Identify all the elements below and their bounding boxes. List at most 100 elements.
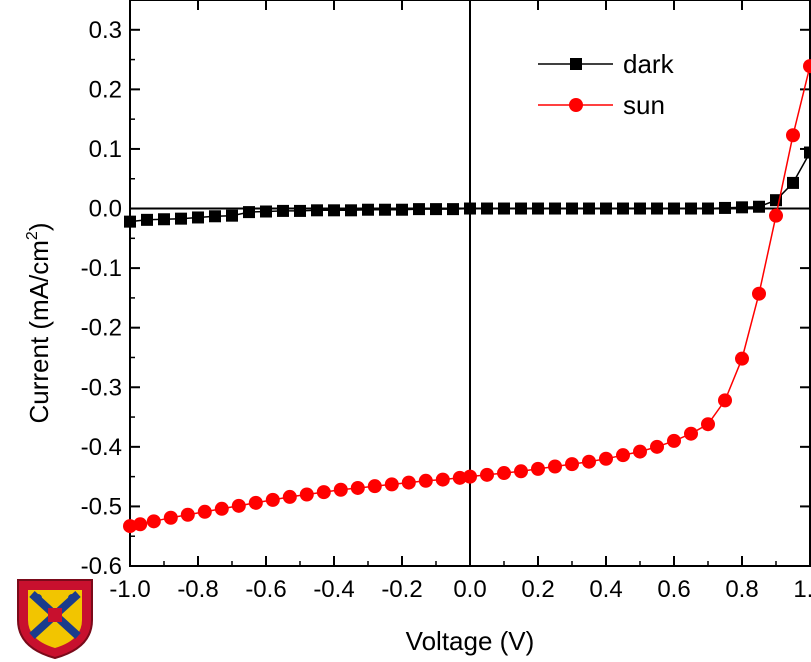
data-point-dark [719, 201, 731, 214]
x-tick-label: -0.2 [381, 576, 422, 603]
data-point-dark [532, 202, 544, 215]
data-point-dark [175, 212, 187, 225]
data-point-sun [163, 510, 178, 525]
data-point-dark [464, 202, 476, 215]
data-point-dark [583, 202, 595, 215]
y-tick-label: 0.0 [89, 196, 122, 223]
data-point-dark [379, 203, 391, 216]
data-point-sun [497, 466, 511, 481]
data-point-sun [684, 426, 698, 441]
data-point-sun [350, 480, 365, 495]
data-point-dark [413, 203, 425, 216]
y-tick-label: -0.4 [81, 434, 122, 461]
data-point-sun [769, 208, 783, 223]
data-point-sun [418, 473, 433, 488]
data-point-dark [634, 202, 646, 215]
data-point-sun [248, 495, 263, 510]
data-point-sun [480, 467, 494, 482]
data-point-dark [736, 201, 748, 214]
data-point-dark [328, 204, 340, 217]
y-tick-label: -0.5 [81, 493, 122, 520]
data-point-sun [367, 479, 382, 494]
data-point-dark [141, 213, 153, 226]
data-point-dark [192, 211, 204, 224]
x-tick-label: 0.8 [725, 576, 758, 603]
data-point-sun [803, 59, 811, 74]
x-tick-label: -0.4 [313, 576, 354, 603]
data-point-sun [333, 482, 348, 497]
data-point-dark [260, 205, 272, 218]
data-point-dark [787, 176, 799, 189]
data-point-sun [384, 477, 399, 492]
x-tick-label: -1.0 [109, 576, 150, 603]
data-point-sun [667, 433, 681, 448]
legend-marker-dark [570, 58, 582, 70]
x-tick-labels: -1.0 -0.8 -0.6 -0.4 -0.2 0.0 0.2 0.4 0.6 0.8 1.0 [109, 576, 811, 603]
data-point-dark [566, 202, 578, 215]
data-point-sun [231, 498, 246, 513]
data-point-sun [565, 457, 579, 472]
data-point-sun [435, 472, 450, 487]
y-tick-label: 0.3 [89, 17, 122, 44]
y-tick-label: -0.1 [81, 255, 122, 282]
legend: dark sun [538, 49, 675, 120]
x-axis-title: Voltage (V) [406, 626, 535, 656]
y-axis-title-main: Current (mA/cm [24, 240, 54, 423]
data-point-dark [294, 204, 306, 217]
data-point-dark [668, 202, 680, 215]
data-point-dark [226, 209, 238, 222]
y-tick-labels: -0.6 -0.5 -0.4 -0.3 -0.2 -0.1 0.0 0.1 0.2 0.3 [81, 17, 122, 580]
data-point-dark [617, 202, 629, 215]
data-point-sun [616, 448, 630, 463]
x-tick-label: -0.6 [245, 576, 286, 603]
y-tick-marks [130, 28, 810, 567]
data-point-dark [702, 202, 714, 215]
data-point-sun [701, 417, 715, 432]
x-tick-label: 0.2 [521, 576, 554, 603]
legend-label-sun: sun [623, 90, 665, 120]
data-point-dark [396, 203, 408, 216]
data-point-dark [515, 202, 527, 215]
data-point-sun [197, 504, 212, 519]
x-tick-label: 0.0 [453, 576, 486, 603]
data-point-dark [124, 215, 136, 228]
data-point-dark [447, 203, 459, 216]
data-point-sun [133, 517, 148, 532]
y-axis-title: Current (mA/cm2) [24, 222, 54, 423]
y-axis-title-close: ) [24, 222, 54, 231]
data-point-sun [265, 492, 280, 507]
data-point-sun [531, 461, 545, 476]
crest-logo [17, 579, 93, 660]
y-axis-title-superscript: 2 [24, 231, 41, 240]
series-layer [123, 59, 811, 534]
data-point-sun [463, 469, 477, 484]
data-point-sun [514, 464, 528, 479]
data-point-dark [277, 204, 289, 217]
data-point-sun [214, 501, 229, 516]
data-point-dark [804, 146, 811, 159]
data-point-dark [600, 202, 612, 215]
data-point-dark [685, 202, 697, 215]
data-point-sun [401, 475, 416, 490]
data-point-dark [209, 210, 221, 223]
data-point-sun [548, 459, 562, 474]
data-point-dark [430, 203, 442, 216]
data-point-dark [345, 204, 357, 217]
data-point-dark [158, 213, 170, 226]
data-point-sun [650, 439, 664, 454]
data-point-sun [735, 351, 749, 366]
data-point-sun [752, 286, 766, 301]
data-point-sun [180, 507, 195, 522]
data-point-sun [452, 470, 467, 485]
data-point-dark [362, 203, 374, 216]
data-point-dark [549, 202, 561, 215]
x-tick-label: -0.8 [177, 576, 218, 603]
x-tick-label: 0.4 [589, 576, 622, 603]
data-point-dark [481, 202, 493, 215]
legend-marker-sun [569, 98, 583, 112]
data-point-sun [786, 128, 800, 143]
data-point-dark [498, 202, 510, 215]
y-tick-label: 0.1 [89, 136, 122, 163]
y-tick-label: -0.3 [81, 374, 122, 401]
